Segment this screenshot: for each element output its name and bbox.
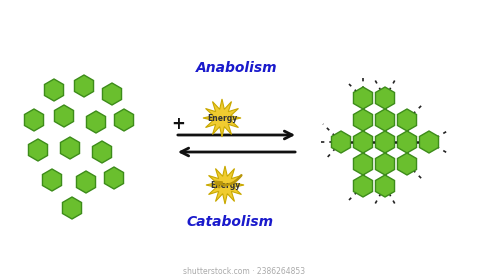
Text: Energy: Energy (206, 113, 237, 123)
Polygon shape (375, 153, 394, 175)
Polygon shape (375, 87, 394, 109)
Polygon shape (331, 131, 350, 153)
Polygon shape (419, 131, 438, 153)
Polygon shape (353, 87, 372, 109)
Text: Energy: Energy (209, 181, 240, 190)
Polygon shape (397, 131, 416, 153)
Text: +: + (171, 115, 184, 133)
Polygon shape (92, 141, 111, 163)
Polygon shape (61, 137, 80, 159)
Polygon shape (375, 109, 394, 131)
Polygon shape (203, 99, 241, 137)
Polygon shape (397, 153, 416, 175)
Polygon shape (86, 111, 105, 133)
Text: shutterstock.com · 2386264853: shutterstock.com · 2386264853 (183, 267, 305, 277)
Polygon shape (76, 171, 95, 193)
Polygon shape (44, 79, 63, 101)
Text: Catabolism: Catabolism (186, 215, 273, 229)
Polygon shape (375, 175, 394, 197)
Polygon shape (397, 109, 416, 131)
Polygon shape (54, 105, 73, 127)
Polygon shape (74, 75, 93, 97)
Text: Anabolism: Anabolism (196, 61, 277, 75)
Polygon shape (353, 153, 372, 175)
Polygon shape (205, 166, 244, 204)
Polygon shape (104, 167, 123, 189)
Polygon shape (24, 109, 43, 131)
Polygon shape (353, 109, 372, 131)
Polygon shape (62, 197, 81, 219)
Polygon shape (353, 175, 372, 197)
Polygon shape (102, 83, 122, 105)
Polygon shape (375, 131, 394, 153)
Polygon shape (353, 131, 372, 153)
Polygon shape (114, 109, 133, 131)
Polygon shape (42, 169, 61, 191)
Polygon shape (28, 139, 47, 161)
